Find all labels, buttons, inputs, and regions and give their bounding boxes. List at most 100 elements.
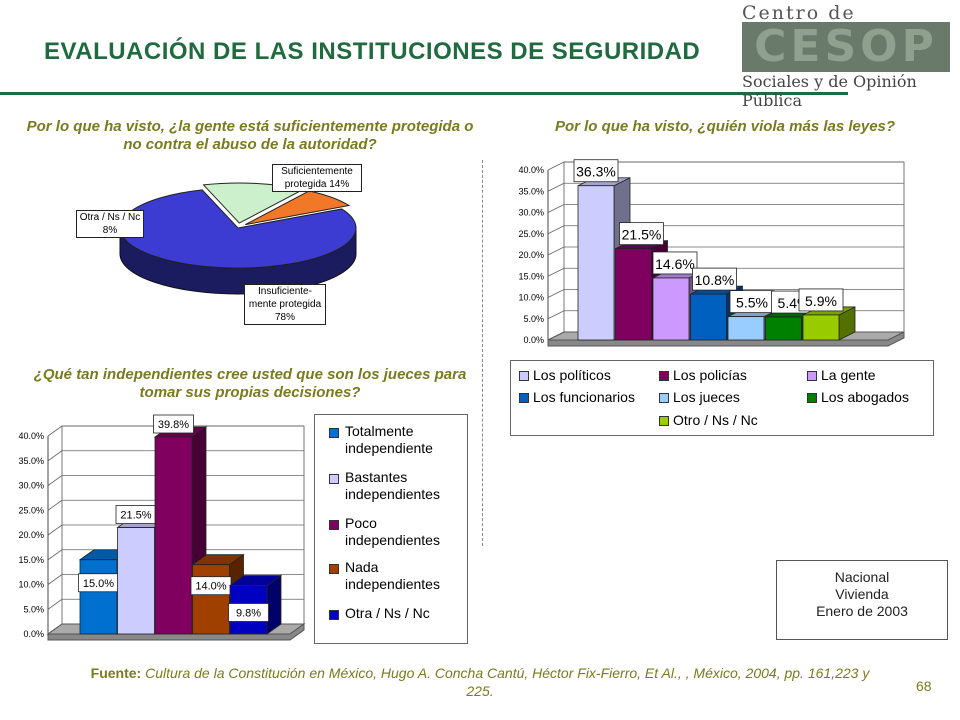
pie-label-sufficient-text: Suficientemente protegida 14% xyxy=(281,166,353,190)
legend-swatch xyxy=(659,416,669,426)
judges-legend: Totalmente independiente Bastantes independ… xyxy=(314,414,468,644)
y-tick-label: 35.0% xyxy=(18,456,44,466)
bar-5 xyxy=(765,316,802,341)
y-tick-label: 15.0% xyxy=(518,271,544,281)
bar-0 xyxy=(79,559,118,635)
logo-mark-text: CESOP xyxy=(754,21,938,72)
legend-item-label: Poco xyxy=(345,515,377,531)
y-tick-label: 15.0% xyxy=(18,555,44,565)
legend-swatch xyxy=(329,610,339,620)
gridline-diag xyxy=(547,225,565,235)
plot-floor-edge xyxy=(547,331,905,347)
legend-item-label: Los políticos xyxy=(533,367,611,383)
page-number: 68 xyxy=(916,678,932,694)
source-text: Cultura de la Constitución en México, Hu… xyxy=(145,665,870,699)
value-label-box-0 xyxy=(573,159,619,183)
legend-item-label: Otro / Ns / Nc xyxy=(673,412,758,428)
value-label-3: 14.0% xyxy=(195,581,226,593)
judges-chart-title: ¿Qué tan independientes cree usted que s… xyxy=(33,366,467,401)
y-tick-label: 40.0% xyxy=(518,165,544,175)
legend-swatch xyxy=(519,393,529,403)
logo-mark: CESOP xyxy=(742,22,950,72)
y-tick-label: 25.0% xyxy=(518,229,544,239)
legend-swatch xyxy=(329,564,339,574)
bar-4 xyxy=(727,316,765,341)
pie-slice-insufficient xyxy=(119,189,357,269)
legend-item-label: Nada xyxy=(345,559,379,575)
value-label-4: 9.8% xyxy=(236,607,261,619)
gridline-diag xyxy=(47,598,63,610)
gridline-diag xyxy=(547,267,565,277)
gridline-diag xyxy=(547,182,565,192)
value-label-box-2 xyxy=(652,251,698,275)
y-tick-label: 5.0% xyxy=(523,314,544,324)
bar-1 xyxy=(615,248,652,341)
legend-item-label: independientes xyxy=(345,486,440,502)
bar-3 xyxy=(192,564,230,635)
value-label-3: 10.8% xyxy=(695,272,735,288)
pie-label-sufficient: Suficientemente protegida 14% xyxy=(272,164,362,192)
sample-note: Nacional Vivienda Enero de 2003 xyxy=(776,560,948,640)
laws-bar-chart: 0.0% 5.0% 10.0% 15.0% 20.0% 25.0% 30.0% 35.0% 40… xyxy=(518,159,905,347)
y-tick-label: 10.0% xyxy=(518,293,544,303)
plot-floor-edge xyxy=(47,623,305,641)
value-label-0: 36.3% xyxy=(576,164,616,180)
y-tick-label: 40.0% xyxy=(18,431,44,441)
gridline-diag xyxy=(547,161,565,171)
gridline-diag xyxy=(47,574,63,585)
y-tick-label: 10.0% xyxy=(18,580,44,590)
y-tick-label: 20.0% xyxy=(18,530,44,540)
legend-swatch xyxy=(659,371,669,381)
gridline-diag xyxy=(47,475,63,486)
value-label-box-6 xyxy=(798,288,844,312)
pie-label-other-text: Otra / Ns / Nc 8% xyxy=(79,212,141,236)
y-tick-label: 5.0% xyxy=(23,604,44,614)
pie-chart-title: Por lo que ha visto, ¿la gente está sufi… xyxy=(26,118,474,153)
gridline-diag xyxy=(47,425,63,437)
legend-item-label: Bastantes xyxy=(345,469,408,485)
legend-swatch xyxy=(329,474,339,484)
legend-swatch xyxy=(329,520,339,530)
legend-swatch xyxy=(807,393,817,403)
gridline-diag xyxy=(547,204,565,213)
note-line-1: Nacional xyxy=(834,569,890,585)
laws-legend: Los políticos Los policías La gente Los fun… xyxy=(510,360,934,436)
legend-item-label: independientes xyxy=(345,576,440,592)
source-label: Fuente: xyxy=(90,665,142,681)
value-label-6: 5.9% xyxy=(805,293,837,309)
value-label-box-2 xyxy=(153,414,194,434)
value-label-box-4 xyxy=(228,603,269,622)
bar-6 xyxy=(802,314,840,341)
gridline-diag xyxy=(547,310,565,320)
gridline-diag xyxy=(547,246,565,256)
pie-label-insufficient: Insuficiente- mente protegida 78% xyxy=(244,284,326,325)
value-label-0: 15.0% xyxy=(83,578,114,590)
value-label-1: 21.5% xyxy=(622,227,662,243)
judges-bar-chart: 0.0% 5.0% 10.0% 15.0% 20.0% 25.0% 30.0% 35.0% 40… xyxy=(18,414,306,641)
y-tick-label: 35.0% xyxy=(518,186,544,196)
bar-1 xyxy=(117,527,155,635)
legend-item-label: independientes xyxy=(345,532,440,548)
laws-chart-title: Por lo que ha visto, ¿quién viola más la… xyxy=(554,118,896,135)
pie-label-insufficient-text: Insuficiente- mente protegida 78% xyxy=(248,286,322,323)
legend-item-label: independiente xyxy=(345,440,433,456)
y-tick-label: 30.0% xyxy=(18,481,44,491)
y-tick-label: 30.0% xyxy=(518,208,544,218)
value-label-4: 5.5% xyxy=(736,295,768,311)
gridline-diag xyxy=(47,549,63,561)
legend-item-label: Otra / Ns / Nc xyxy=(345,605,430,621)
header-divider xyxy=(0,92,848,95)
section-divider xyxy=(482,160,483,546)
gridline-diag xyxy=(47,524,63,536)
y-tick-label: 25.0% xyxy=(18,505,44,515)
note-line-3: Enero de 2003 xyxy=(816,603,908,619)
bar-2 xyxy=(154,436,193,635)
value-label-1: 21.5% xyxy=(120,510,151,522)
gridline-diag xyxy=(547,289,565,298)
value-label-2: 39.8% xyxy=(158,419,189,431)
gridline-diag xyxy=(47,499,63,511)
pie-chart xyxy=(119,182,357,295)
legend-item-label: Los policías xyxy=(673,367,747,383)
y-tick-label: 20.0% xyxy=(518,250,544,260)
legend-swatch xyxy=(807,371,817,381)
